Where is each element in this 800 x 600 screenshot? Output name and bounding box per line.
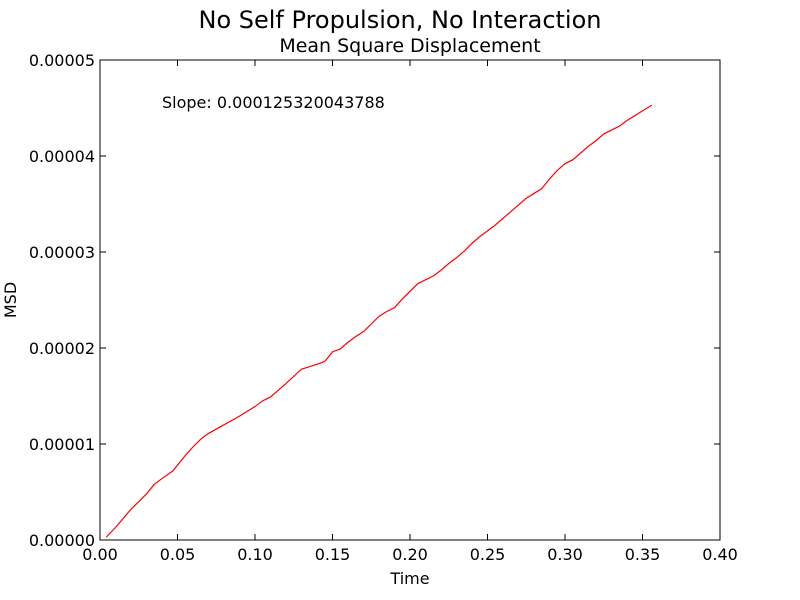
x-tick-label: 0.00: [82, 545, 118, 564]
figure-suptitle: No Self Propulsion, No Interaction: [198, 6, 602, 34]
y-tick-labels: 0.00000 0.00001 0.00002 0.00003 0.00004 0.000…: [29, 51, 95, 550]
x-tick-label: 0.40: [702, 545, 738, 564]
y-tick-label: 0.00005: [29, 51, 95, 70]
y-tick-label: 0.00004: [29, 147, 95, 166]
chart-title: Mean Square Displacement: [279, 35, 541, 57]
x-tick-label: 0.15: [315, 545, 351, 564]
slope-annotation: Slope: 0.000125320043788: [162, 93, 385, 112]
y-axis-label: MSD: [1, 282, 20, 318]
x-tick-label: 0.20: [392, 545, 428, 564]
y-tick-label: 0.00002: [29, 339, 95, 358]
ticks-layer: [99, 59, 721, 541]
x-tick-label: 0.10: [237, 545, 273, 564]
x-tick-label: 0.30: [547, 545, 583, 564]
x-tick-label: 0.35: [625, 545, 661, 564]
msd-series-line: [105, 104, 653, 538]
x-tick-label: 0.05: [160, 545, 196, 564]
x-tick-label: 0.25: [470, 545, 506, 564]
y-tick-label: 0.00000: [29, 531, 95, 550]
series-layer: [105, 104, 653, 538]
y-tick-label: 0.00001: [29, 435, 95, 454]
plot-frame: [99, 59, 721, 541]
x-axis-label: Time: [389, 569, 429, 588]
y-tick-label: 0.00003: [29, 243, 95, 262]
x-tick-labels: 0.00 0.05 0.10 0.15 0.20 0.25 0.30 0.35 0.40: [82, 545, 738, 564]
